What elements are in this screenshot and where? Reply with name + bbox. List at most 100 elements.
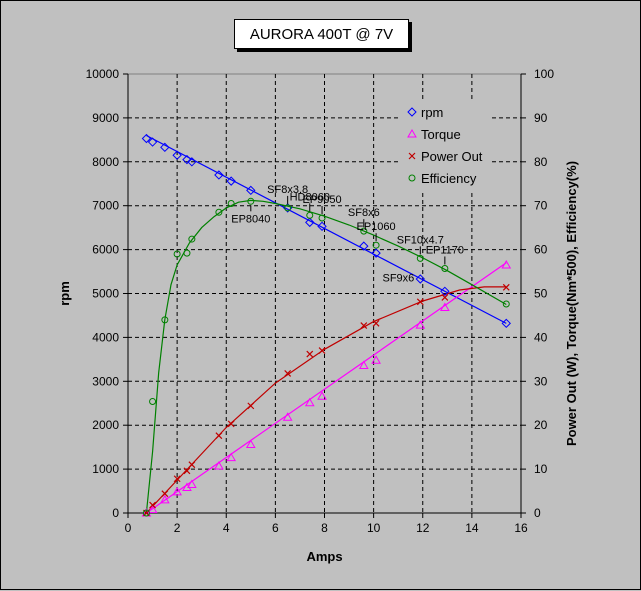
y-axis-left-label: rpm [57,281,72,306]
rpm-trend-line [146,134,507,324]
rpm-point [187,157,197,167]
y-right-tick-label: 100 [534,67,554,81]
legend-torque-label: Torque [421,127,461,142]
rpm-point [182,154,192,165]
y-axis-right-label: Power Out (W), Torque(Nm*500), Efficienc… [564,161,579,446]
rpm-point [214,170,224,180]
power-out-trend-line [145,286,507,514]
power-out-point [188,461,196,469]
power-out-point [360,322,368,329]
x-tick-label: 6 [272,521,279,535]
y-right-tick-label: 60 [534,243,548,257]
torque-point [501,259,512,269]
annotation-label: EP8040 [231,213,270,225]
x-tick-label: 0 [125,521,132,535]
torque-point [317,391,327,400]
legend-rpm-label: rpm [421,105,443,120]
y-right-tick-label: 50 [534,287,548,301]
y-right-tick-label: 30 [534,374,548,388]
efficiency-point [247,197,255,205]
efficiency-trend-line [145,199,507,514]
y-right-tick-label: 20 [534,418,548,432]
legend-efficiency-label: Efficiency [421,171,477,186]
power-out-point [441,294,449,301]
efficiency-point [173,250,181,258]
y-left-tick-label: 9000 [92,111,119,125]
legend-torque-marker [407,128,417,138]
y-left-tick-label: 4000 [92,330,119,344]
torque-trend-line [146,262,507,514]
x-tick-label: 12 [416,521,430,535]
torque-point [226,452,237,462]
x-tick-label: 8 [321,521,328,535]
chart-title: AURORA 400T @ 7V [234,19,409,49]
y-left-tick-label: 0 [112,506,119,520]
rpm-point [147,137,158,147]
y-right-tick-label: 90 [534,111,548,125]
torque-point [214,461,224,470]
rpm-point [440,286,450,297]
y-right-tick-label: 80 [534,155,548,169]
power-out-point [502,283,510,291]
power-out-point [284,369,292,377]
y-right-tick-label: 10 [534,462,548,476]
efficiency-point [441,264,449,272]
torque-point [172,486,182,496]
efficiency-point [149,397,157,405]
torque-point [187,479,197,488]
y-right-tick-label: 0 [534,506,541,520]
y-left-tick-label: 8000 [92,155,119,169]
power-out-point [247,402,255,410]
power-out-point [161,490,169,498]
torque-point [371,355,381,364]
torque-point [358,360,369,369]
efficiency-point [188,235,196,243]
legend: rpm Torque Power Out Efficiency [399,100,491,192]
torque-point [159,494,170,504]
rpm-point [501,318,511,329]
power-out-point [215,432,223,440]
x-tick-label: 10 [367,521,381,535]
y-left-tick-label: 10000 [86,67,120,81]
rpm-point [371,248,381,258]
efficiency-point [306,211,314,219]
y-left-tick-label: 1000 [92,462,119,476]
efficiency-point [502,300,510,308]
annotation-label: HD8060 [290,191,330,203]
power-out-point [173,475,181,483]
x-axis-label: Amps [306,549,342,564]
rpm-point [226,176,236,186]
efficiency-point [142,509,150,517]
efficiency-point [318,214,326,222]
rpm-point [415,274,426,284]
y-left-tick-label: 2000 [92,418,119,432]
power-out-point [183,467,191,475]
torque-point [147,504,158,513]
torque-point [304,397,315,407]
torque-point [439,302,450,312]
rpm-point [160,142,170,153]
rpm-point [172,150,182,160]
annotation-label: SF8x6 [348,207,380,219]
power-out-point [227,420,235,428]
torque-point [282,412,293,421]
rpm-point [305,217,315,228]
annotation-label: SF9x6 [382,272,414,284]
rpm-point [359,241,369,251]
efficiency-point [372,241,380,249]
efficiency-point [183,249,191,257]
efficiency-point [416,254,424,262]
power-out-point [372,319,380,327]
annotation-label: EP9050 [302,194,341,206]
y-right-tick-label: 70 [534,199,548,213]
y-left-tick-label: 7000 [92,199,119,213]
legend-power-out-marker [408,152,416,160]
legend-power-out-label: Power Out [421,149,483,164]
x-tick-label: 4 [223,521,230,535]
y-right-tick-label: 40 [534,330,548,344]
efficiency-point [227,200,235,208]
x-tick-label: 2 [174,521,181,535]
rpm-point [246,185,256,196]
